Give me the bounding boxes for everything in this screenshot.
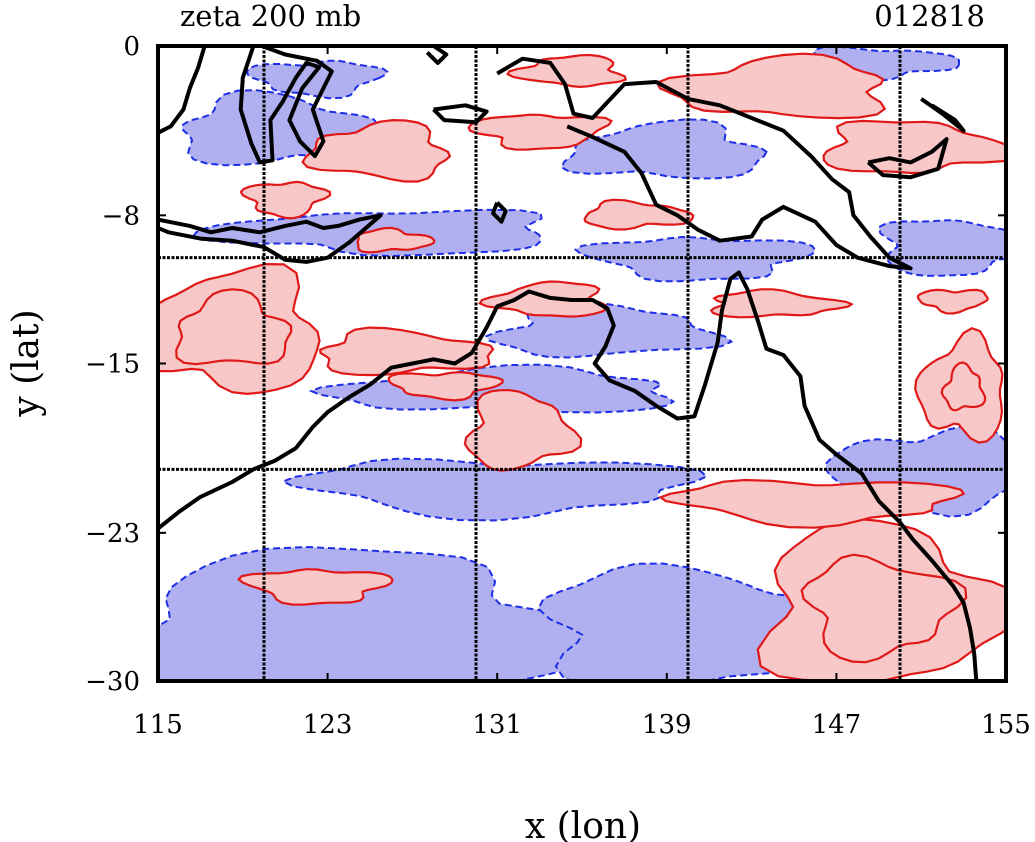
negative-contour — [573, 235, 817, 283]
coastline-tanimbar — [491, 201, 508, 224]
positive-vorticity-region — [479, 281, 607, 317]
positive-vorticity-region — [711, 289, 852, 318]
positive-contour — [478, 280, 608, 318]
positive-contour — [158, 262, 321, 396]
chart-title-left: zeta 200 mb — [180, 0, 361, 33]
x-tick-label: 147 — [812, 710, 862, 740]
negative-contour — [537, 562, 877, 681]
x-tick-label: 139 — [642, 710, 692, 740]
positive-vorticity-region — [757, 519, 1006, 681]
negative-contour — [158, 545, 632, 681]
negative-contour — [191, 208, 543, 258]
coastline-northern-australia — [158, 270, 979, 681]
negative-vorticity-region — [878, 220, 1006, 276]
positive-contour — [387, 371, 504, 402]
coastline-nusa-tenggara — [158, 213, 383, 264]
positive-contour — [914, 326, 1004, 444]
negative-contour — [245, 59, 389, 100]
x-tick-label: 115 — [133, 710, 183, 740]
x-tick-label: 131 — [472, 710, 522, 740]
positive-contour — [356, 226, 436, 254]
positive-contour — [463, 389, 583, 472]
positive-contour-inner — [940, 361, 987, 412]
positive-contour — [655, 52, 887, 120]
y-tick-label: −8 — [102, 201, 140, 231]
contour-field — [158, 46, 1006, 681]
positive-contour — [658, 478, 966, 529]
positive-contour-inner — [800, 553, 968, 664]
graticule — [158, 46, 1006, 681]
coastline-borneo-edge — [158, 46, 207, 135]
positive-vorticity-region — [238, 569, 393, 605]
negative-contour — [560, 118, 768, 180]
positive-vorticity-region — [388, 372, 503, 401]
positive-vorticity-region — [507, 55, 626, 87]
y-tick-label: −23 — [85, 519, 140, 549]
y-tick-label: −30 — [85, 667, 140, 697]
negative-vorticity-region — [561, 119, 767, 179]
negative-vorticity-region — [247, 60, 388, 99]
y-tick-label: 0 — [123, 32, 140, 62]
positive-contour-inner — [175, 288, 293, 366]
x-tick-label: 155 — [981, 710, 1031, 740]
positive-contour — [237, 568, 394, 606]
x-axis-label: x (lon) — [525, 806, 641, 842]
positive-vorticity-region — [468, 114, 612, 150]
coastline-sulawesi — [238, 46, 334, 165]
coastline-halmahera — [425, 46, 449, 65]
positive-vorticity-region — [657, 53, 885, 119]
coastline-bismarck-north — [920, 97, 966, 133]
coastline-new-britain — [866, 137, 949, 180]
y-axis-label: y (lat) — [6, 309, 47, 417]
x-tick-label: 123 — [303, 710, 353, 740]
positive-contour — [467, 113, 613, 151]
negative-vorticity-region — [311, 364, 674, 413]
positive-contour — [506, 53, 628, 89]
negative-contour — [308, 363, 676, 414]
positive-vorticity-region — [915, 328, 1003, 443]
chart-title-right: 012818 — [874, 0, 985, 33]
positive-contour — [822, 119, 1006, 175]
positive-vorticity-region — [357, 227, 435, 253]
positive-contour — [756, 517, 1006, 681]
positive-contour — [319, 326, 495, 377]
positive-vorticity-region — [302, 120, 450, 182]
axis-ticks: 115 123 131 139 147 155 0 −8 −15 −23 −30 — [85, 32, 1031, 740]
negative-contour — [280, 457, 709, 522]
negative-contour — [877, 219, 1006, 277]
coastline-seram — [432, 103, 489, 125]
positive-vorticity-region — [823, 120, 1006, 173]
negative-contour — [484, 301, 734, 359]
positive-contour — [239, 180, 332, 220]
positive-vorticity-region — [464, 390, 582, 471]
positive-contour — [916, 288, 989, 315]
y-tick-label: −15 — [85, 350, 140, 380]
